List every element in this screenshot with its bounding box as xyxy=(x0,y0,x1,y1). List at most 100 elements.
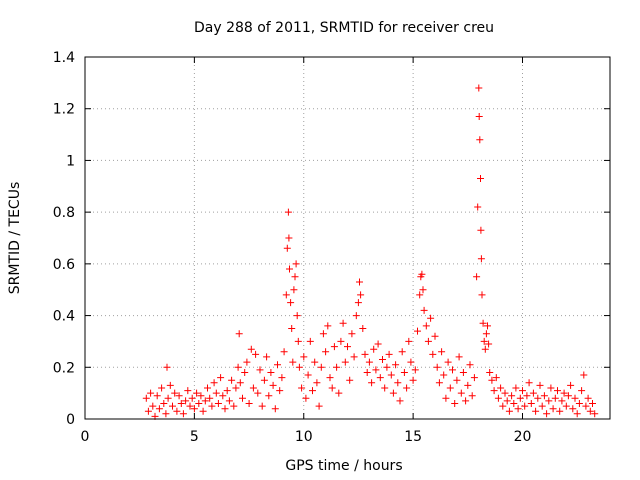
data-point xyxy=(457,389,465,397)
grid-layer xyxy=(85,57,610,419)
data-point xyxy=(315,402,323,410)
data-point xyxy=(267,369,275,376)
data-point xyxy=(420,306,428,314)
data-point xyxy=(387,371,395,379)
data-point xyxy=(462,397,470,405)
data-point xyxy=(300,353,308,361)
data-point xyxy=(529,389,537,397)
data-point xyxy=(166,381,174,389)
data-point xyxy=(567,381,575,389)
data-point xyxy=(486,369,494,376)
data-point xyxy=(285,234,293,242)
data-point xyxy=(554,387,561,395)
data-point xyxy=(532,407,540,415)
data-point xyxy=(416,291,424,299)
data-point xyxy=(547,384,555,392)
y-tick-label: 1.2 xyxy=(53,102,75,118)
data-point xyxy=(147,389,155,397)
data-point xyxy=(293,312,301,320)
data-point xyxy=(481,345,489,353)
data-point xyxy=(282,291,290,299)
plot-frame xyxy=(84,56,611,420)
data-point xyxy=(201,397,209,405)
data-point xyxy=(212,389,220,397)
data-point xyxy=(290,286,298,294)
data-point xyxy=(208,402,216,410)
data-point xyxy=(538,402,546,410)
data-point xyxy=(311,358,319,366)
data-point xyxy=(289,358,297,366)
data-point xyxy=(295,363,303,371)
data-point xyxy=(265,392,273,400)
data-points xyxy=(142,84,599,420)
data-point xyxy=(223,387,231,395)
data-point xyxy=(356,278,363,286)
data-point xyxy=(527,400,535,407)
data-point xyxy=(190,405,198,413)
y-tick-label: 0 xyxy=(66,412,75,428)
data-point xyxy=(269,381,277,389)
data-point xyxy=(497,384,505,392)
data-point xyxy=(571,394,579,402)
data-point xyxy=(476,136,484,144)
data-point xyxy=(352,312,360,320)
data-point xyxy=(239,394,246,402)
data-point xyxy=(271,405,279,413)
data-point xyxy=(337,337,345,345)
data-point xyxy=(419,286,427,294)
data-point xyxy=(444,358,452,366)
data-point xyxy=(330,343,338,351)
data-point xyxy=(221,405,229,413)
data-point xyxy=(291,273,299,281)
data-point xyxy=(589,400,596,407)
data-point xyxy=(455,353,463,361)
data-point xyxy=(162,410,170,418)
data-point xyxy=(424,337,432,345)
y-tick-label: 0.4 xyxy=(53,309,75,325)
data-point xyxy=(363,369,371,376)
data-point xyxy=(155,405,163,413)
data-point xyxy=(236,379,244,387)
data-point xyxy=(368,379,376,387)
data-point xyxy=(474,203,482,211)
data-point xyxy=(478,291,486,299)
data-point xyxy=(258,402,266,410)
data-point xyxy=(286,265,293,273)
data-point xyxy=(494,394,502,402)
data-point xyxy=(292,260,300,268)
data-point xyxy=(480,337,488,345)
data-point xyxy=(160,400,168,407)
data-point xyxy=(370,345,378,353)
data-point xyxy=(219,392,227,400)
data-point xyxy=(505,407,513,415)
data-point xyxy=(394,379,402,387)
data-point xyxy=(214,400,222,407)
x-tick-label: 15 xyxy=(404,429,422,445)
data-point xyxy=(328,384,336,392)
data-point xyxy=(499,402,507,410)
data-point xyxy=(534,394,542,402)
data-point xyxy=(228,376,236,384)
data-point xyxy=(241,369,249,376)
data-point xyxy=(232,384,240,392)
data-point xyxy=(385,350,393,358)
data-point xyxy=(501,389,509,397)
data-point xyxy=(549,405,557,413)
data-point xyxy=(344,343,351,351)
data-point xyxy=(278,374,286,382)
data-point xyxy=(429,350,437,358)
data-point xyxy=(477,175,484,182)
data-point xyxy=(575,400,583,407)
data-point xyxy=(206,394,214,402)
data-point xyxy=(348,330,356,338)
y-tick-label: 1.4 xyxy=(53,50,75,66)
data-point xyxy=(158,384,166,392)
data-point xyxy=(357,291,365,299)
x-tick-label: 10 xyxy=(295,429,313,445)
data-point xyxy=(346,376,354,384)
data-point xyxy=(235,330,243,338)
y-tick-label: 1 xyxy=(66,153,75,169)
data-point xyxy=(333,363,341,371)
data-point xyxy=(361,350,369,358)
